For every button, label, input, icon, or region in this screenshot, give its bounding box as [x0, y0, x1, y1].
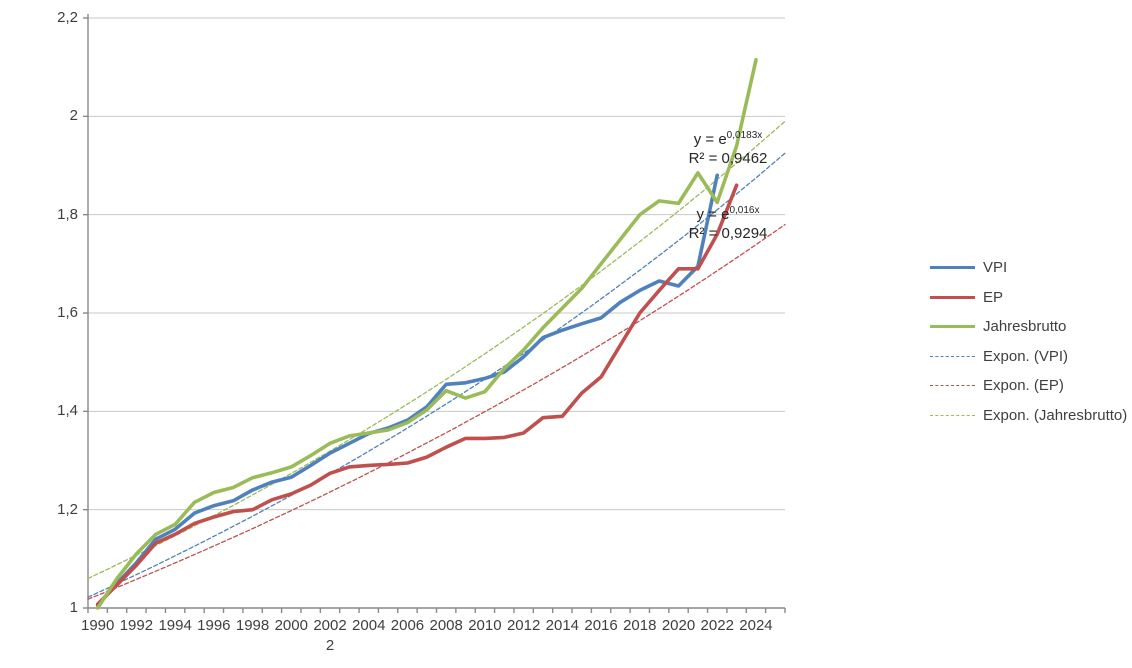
- x-tick-label: 1990: [80, 617, 115, 634]
- x-tick-label: 2002: [313, 617, 347, 634]
- y-tick-label: 2,2: [57, 9, 78, 26]
- trendline-annotation-vpi: y = e0,016x R² = 0,9294: [643, 205, 813, 243]
- legend-swatch: [930, 295, 975, 299]
- y-tick-label: 1,6: [57, 304, 78, 321]
- legend-item-expon-ep: Expon. (EP): [930, 371, 1127, 401]
- x-tick-label: 1994: [158, 617, 192, 634]
- legend-item-expon-jahresbrutto: Expon. (Jahresbrutto): [930, 401, 1127, 431]
- y-tick-label: 1,4: [57, 402, 78, 420]
- x-tick-label: 2008: [429, 617, 463, 634]
- legend-item-expon-vpi: Expon. (VPI): [930, 342, 1127, 372]
- x-tick-label: 2004: [352, 617, 386, 634]
- x-tick-label: 2022: [700, 617, 734, 634]
- legend-item-jahresbrutto: Jahresbrutto: [930, 312, 1127, 342]
- x-tick-label: 2000: [274, 617, 308, 634]
- x-tick-label: 1992: [119, 617, 154, 634]
- x-tick-label: 2006: [390, 617, 425, 634]
- x-tick-label: 1996: [197, 617, 231, 634]
- x-tick-label: 2010: [468, 617, 502, 634]
- trendline-equation: y = e0,016x: [696, 205, 760, 224]
- trendline-equation: y = e0,0183x: [693, 130, 763, 149]
- y-tick-label: 1,2: [57, 500, 78, 518]
- x-tick-label: 2020: [661, 617, 696, 634]
- legend-swatch: [930, 266, 975, 270]
- x-tick-label: 2016: [584, 617, 618, 634]
- legend-swatch: [930, 414, 975, 416]
- legend-swatch: [930, 355, 975, 357]
- trendline-r-squared: R² = 0,9294: [688, 225, 768, 242]
- x-tick-label: 2012: [506, 617, 541, 634]
- legend-swatch: [930, 325, 975, 329]
- y-tick-label: 1,8: [57, 205, 78, 223]
- trendline-r-squared: R² = 0,9462: [688, 150, 768, 167]
- legend-swatch: [930, 385, 975, 387]
- trendline-annotation-jahresbrutto: y = e0,0183x R² = 0,9462: [643, 130, 813, 168]
- y-tick-label: 2: [69, 107, 78, 125]
- x-tick-label: 2024: [739, 617, 773, 634]
- x-tick-label: 2014: [545, 617, 580, 634]
- x-tick-label: 1998: [235, 617, 270, 634]
- x-axis-extra-label: 2: [325, 637, 335, 654]
- y-tick-label: 1: [69, 599, 78, 616]
- legend-item-vpi: VPI: [930, 253, 1127, 283]
- legend: VPI EP Jahresbrutto Expon. (VPI) Expon. …: [930, 253, 1127, 430]
- x-tick-label: 2018: [623, 617, 657, 634]
- legend-item-ep: EP: [930, 283, 1127, 313]
